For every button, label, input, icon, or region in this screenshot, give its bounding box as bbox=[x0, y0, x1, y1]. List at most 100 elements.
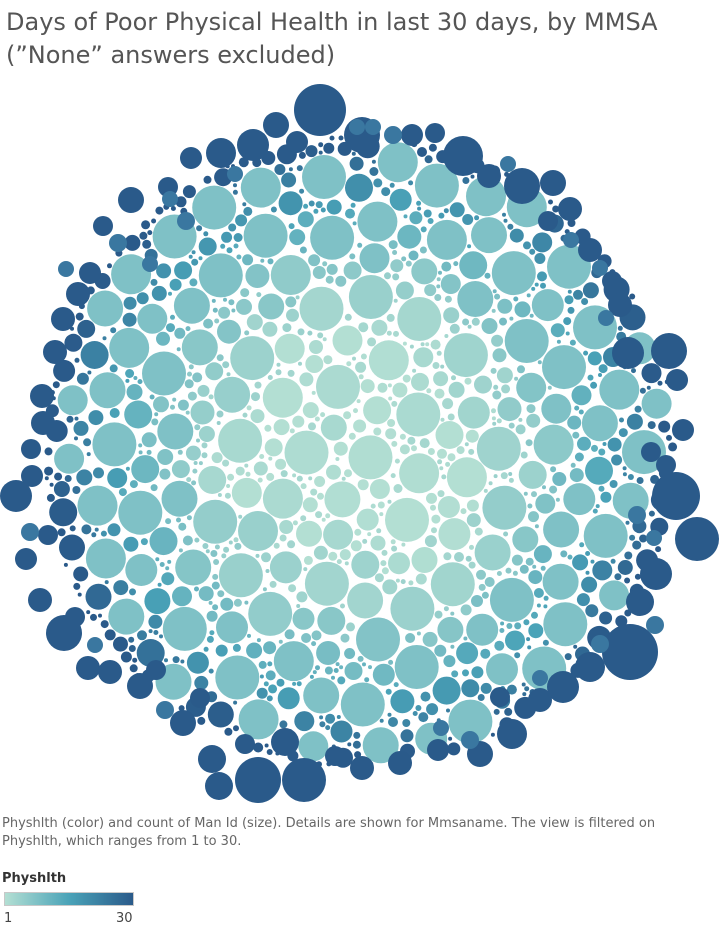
bubble-mark[interactable] bbox=[326, 263, 338, 275]
bubble-mark[interactable] bbox=[88, 410, 104, 426]
bubble-mark[interactable] bbox=[362, 727, 399, 764]
bubble-mark[interactable] bbox=[340, 603, 345, 609]
bubble-mark[interactable] bbox=[581, 405, 618, 442]
bubble-mark[interactable] bbox=[215, 644, 228, 657]
bubble-mark[interactable] bbox=[536, 603, 541, 608]
bubble-mark[interactable] bbox=[408, 580, 414, 586]
bubble-mark[interactable] bbox=[389, 182, 395, 188]
bubble-mark[interactable] bbox=[274, 333, 305, 364]
bubble-mark[interactable] bbox=[377, 382, 388, 393]
bubble-mark[interactable] bbox=[412, 368, 417, 373]
bubble-mark[interactable] bbox=[374, 573, 384, 583]
bubble-mark[interactable] bbox=[499, 317, 507, 326]
bubble-mark[interactable] bbox=[430, 339, 441, 350]
bubble-mark[interactable] bbox=[652, 472, 700, 520]
bubble-mark[interactable] bbox=[528, 570, 543, 585]
bubble-mark[interactable] bbox=[236, 298, 252, 315]
bubble-mark[interactable] bbox=[617, 325, 623, 331]
bubble-mark[interactable] bbox=[449, 202, 465, 218]
bubble-mark[interactable] bbox=[313, 545, 328, 560]
bubble-mark[interactable] bbox=[74, 357, 80, 363]
bubble-mark[interactable] bbox=[627, 474, 634, 480]
bubble-mark[interactable] bbox=[159, 562, 165, 567]
bubble-mark[interactable] bbox=[292, 520, 298, 526]
bubble-mark[interactable] bbox=[170, 710, 196, 736]
bubble-mark[interactable] bbox=[344, 469, 352, 478]
bubble-mark[interactable] bbox=[348, 435, 393, 480]
bubble-mark[interactable] bbox=[153, 630, 159, 635]
bubble-mark[interactable] bbox=[218, 418, 263, 463]
bubble-mark[interactable] bbox=[533, 588, 544, 598]
bubble-mark[interactable] bbox=[129, 664, 138, 673]
bubble-mark[interactable] bbox=[337, 676, 346, 685]
bubble-mark[interactable] bbox=[203, 318, 214, 329]
bubble-mark[interactable] bbox=[390, 539, 396, 545]
bubble-mark[interactable] bbox=[463, 636, 468, 641]
bubble-mark[interactable] bbox=[467, 324, 472, 329]
bubble-mark[interactable] bbox=[611, 454, 623, 466]
bubble-mark[interactable] bbox=[388, 240, 398, 250]
bubble-mark[interactable] bbox=[177, 399, 189, 411]
bubble-mark[interactable] bbox=[198, 586, 214, 602]
bubble-mark[interactable] bbox=[585, 604, 599, 618]
bubble-mark[interactable] bbox=[399, 444, 410, 455]
bubble-mark[interactable] bbox=[367, 532, 372, 537]
bubble-mark[interactable] bbox=[537, 360, 542, 365]
bubble-mark[interactable] bbox=[413, 347, 434, 368]
bubble-mark[interactable] bbox=[465, 429, 479, 443]
bubble-mark[interactable] bbox=[581, 298, 589, 305]
bubble-mark[interactable] bbox=[355, 361, 367, 373]
bubble-mark[interactable] bbox=[480, 682, 492, 694]
bubble-mark[interactable] bbox=[574, 452, 584, 462]
bubble-mark[interactable] bbox=[345, 173, 373, 202]
bubble-mark[interactable] bbox=[212, 307, 218, 313]
bubble-mark[interactable] bbox=[297, 211, 314, 228]
bubble-mark[interactable] bbox=[317, 606, 346, 635]
bubble-mark[interactable] bbox=[192, 185, 237, 230]
bubble-mark[interactable] bbox=[384, 126, 402, 144]
bubble-mark[interactable] bbox=[518, 460, 547, 489]
bubble-mark[interactable] bbox=[216, 421, 221, 425]
bubble-mark[interactable] bbox=[543, 602, 588, 647]
bubble-mark[interactable] bbox=[534, 253, 546, 264]
bubble-mark[interactable] bbox=[296, 520, 322, 547]
bubble-mark[interactable] bbox=[490, 687, 510, 707]
bubble-mark[interactable] bbox=[443, 136, 483, 176]
bubble-mark[interactable] bbox=[598, 373, 602, 377]
bubble-mark[interactable] bbox=[296, 165, 303, 172]
bubble-mark[interactable] bbox=[299, 372, 314, 387]
bubble-mark[interactable] bbox=[315, 201, 323, 209]
bubble-mark[interactable] bbox=[316, 641, 341, 665]
bubble-mark[interactable] bbox=[170, 206, 176, 211]
bubble-mark[interactable] bbox=[540, 282, 546, 289]
bubble-mark[interactable] bbox=[370, 535, 386, 551]
bubble-mark[interactable] bbox=[401, 542, 406, 547]
bubble-mark[interactable] bbox=[75, 312, 84, 321]
bubble-mark[interactable] bbox=[579, 542, 585, 548]
bubble-mark[interactable] bbox=[585, 456, 613, 485]
bubble-mark[interactable] bbox=[198, 426, 215, 442]
bubble-mark[interactable] bbox=[457, 281, 494, 317]
bubble-mark[interactable] bbox=[528, 688, 552, 712]
bubble-mark[interactable] bbox=[431, 514, 441, 524]
bubble-mark[interactable] bbox=[331, 675, 335, 680]
bubble-mark[interactable] bbox=[138, 443, 143, 448]
bubble-mark[interactable] bbox=[125, 466, 130, 471]
bubble-mark[interactable] bbox=[317, 492, 324, 500]
bubble-mark[interactable] bbox=[392, 250, 398, 255]
bubble-mark[interactable] bbox=[417, 147, 427, 157]
bubble-mark[interactable] bbox=[263, 681, 269, 687]
bubble-mark[interactable] bbox=[243, 213, 288, 258]
bubble-mark[interactable] bbox=[232, 189, 238, 195]
bubble-mark[interactable] bbox=[405, 260, 412, 267]
bubble-mark[interactable] bbox=[360, 353, 367, 360]
bubble-mark[interactable] bbox=[540, 170, 566, 196]
bubble-mark[interactable] bbox=[123, 296, 137, 310]
bubble-mark[interactable] bbox=[578, 238, 602, 262]
bubble-mark[interactable] bbox=[267, 375, 273, 380]
bubble-mark[interactable] bbox=[388, 751, 412, 775]
bubble-mark[interactable] bbox=[478, 583, 486, 591]
bubble-mark[interactable] bbox=[540, 565, 546, 571]
bubble-mark[interactable] bbox=[280, 470, 288, 478]
bubble-mark[interactable] bbox=[387, 712, 392, 717]
